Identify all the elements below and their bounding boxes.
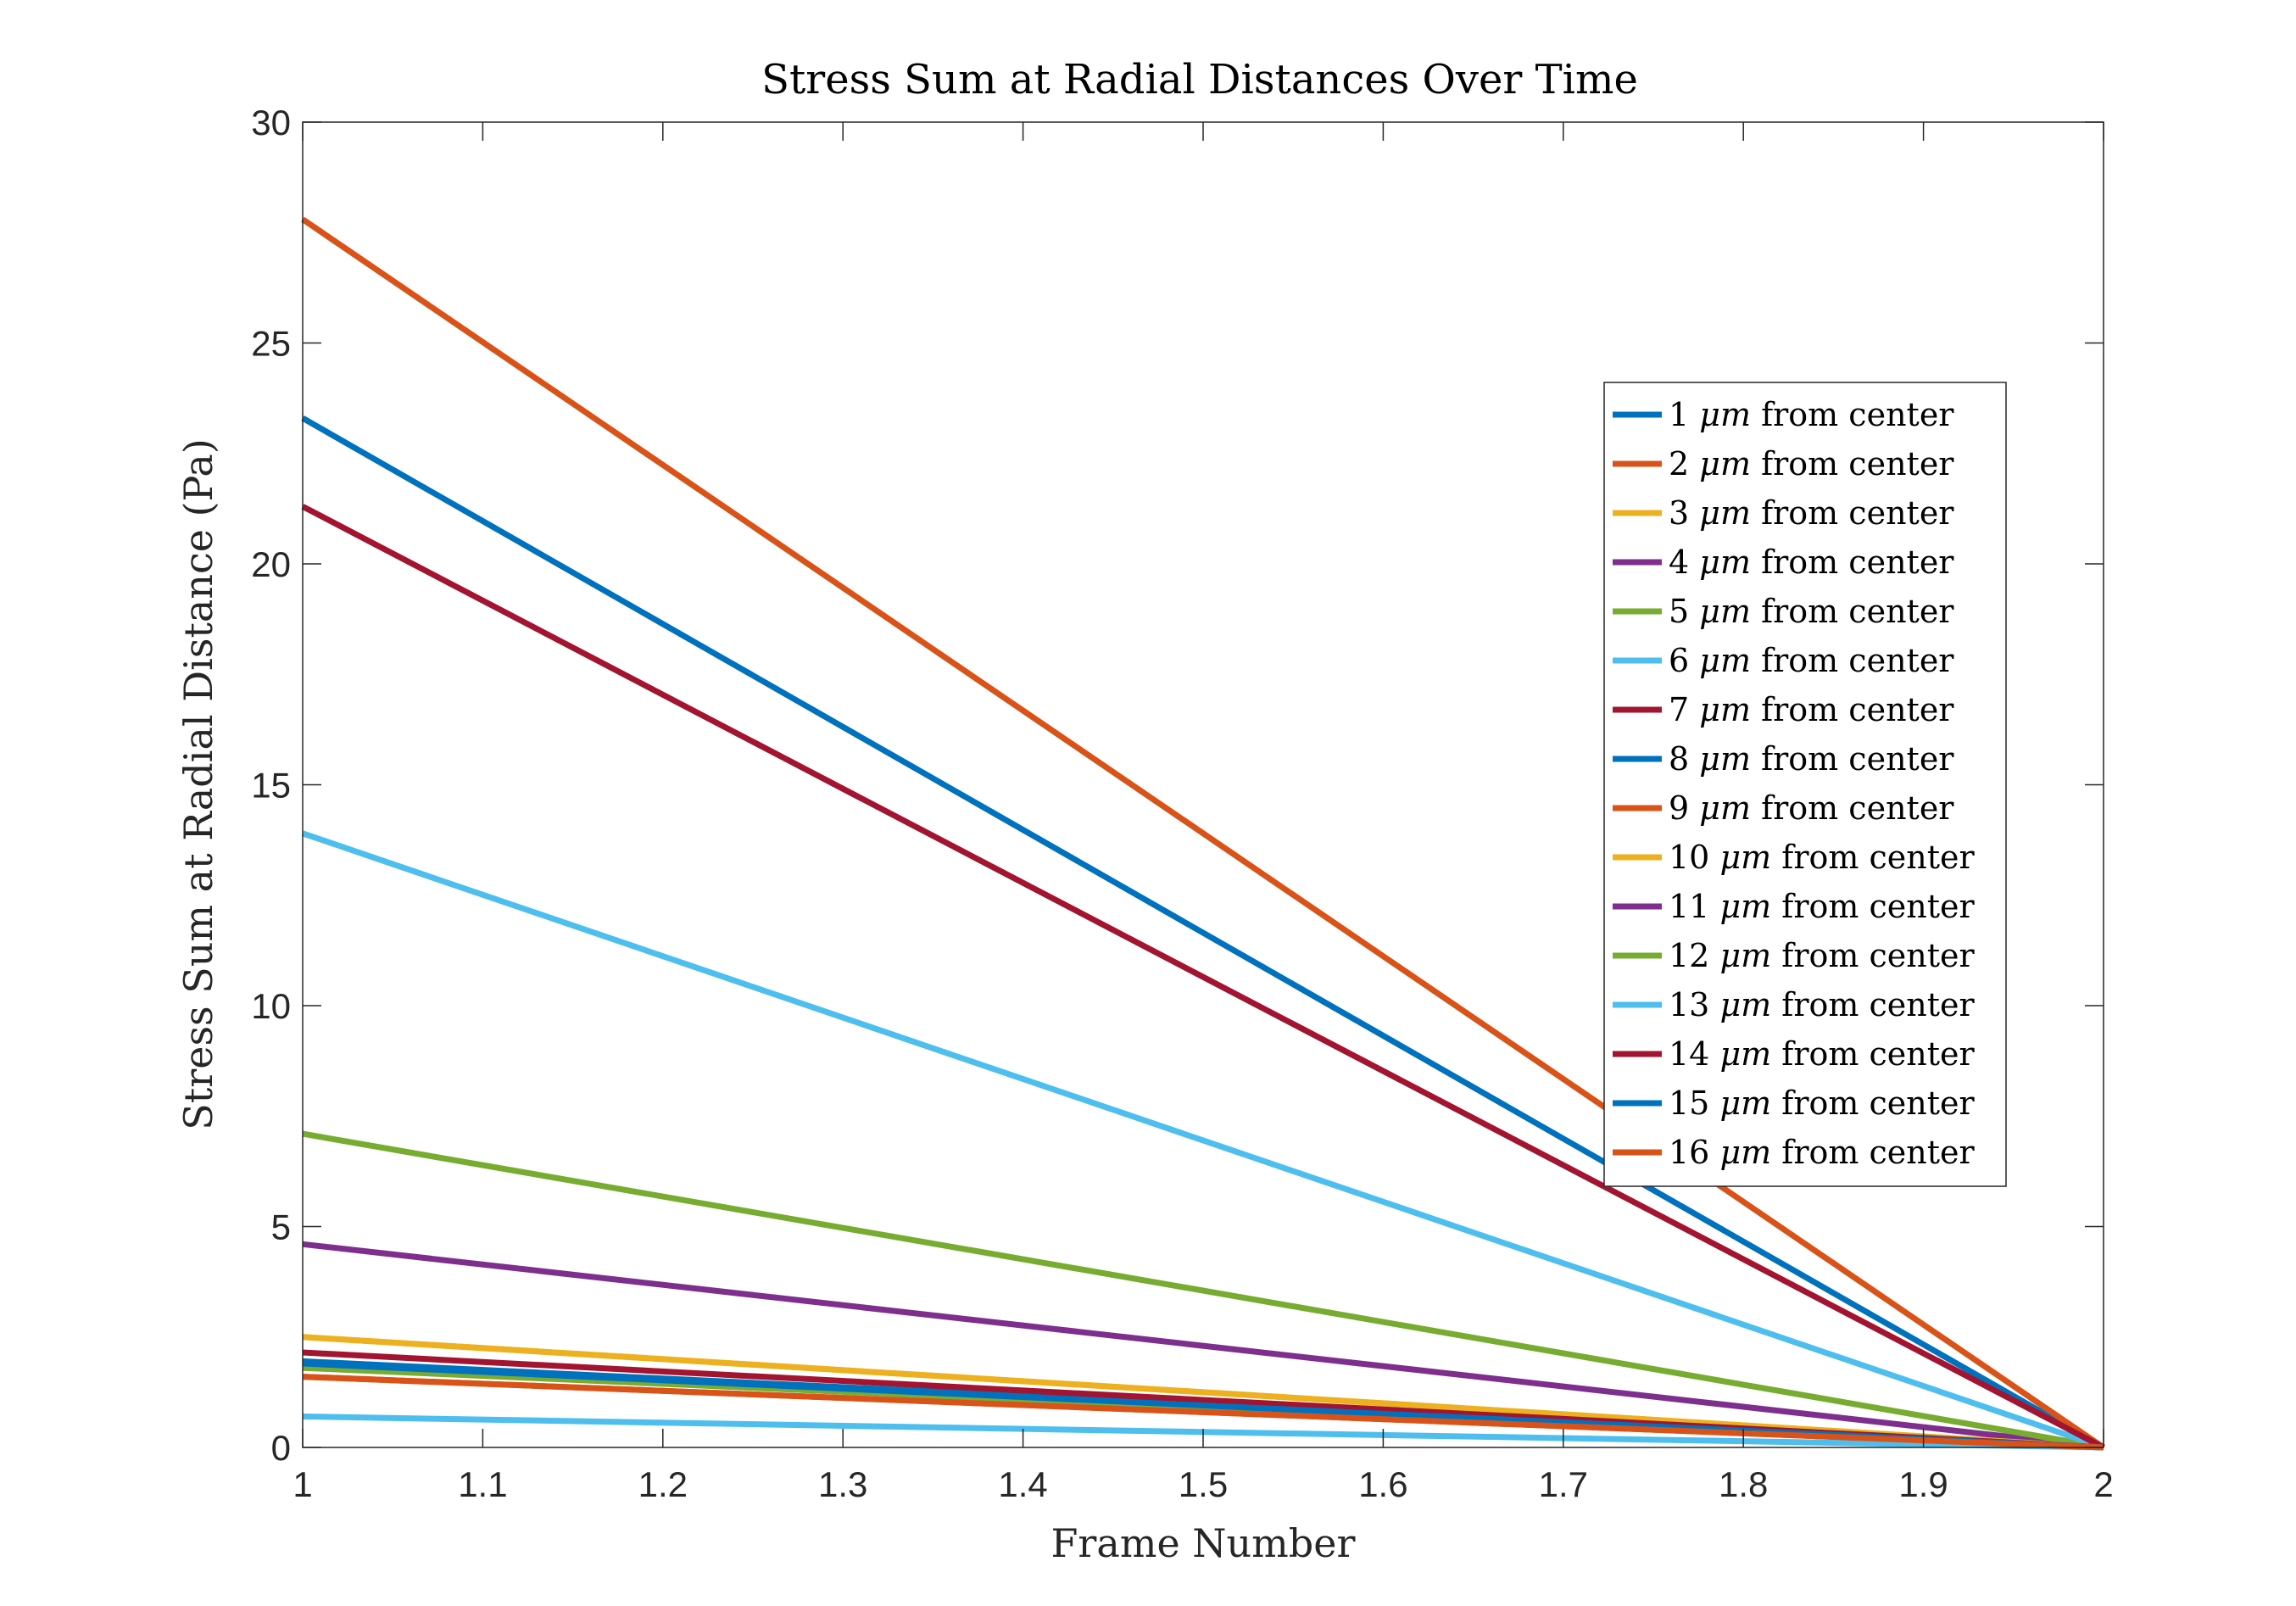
chart-title: Stress Sum at Radial Distances Over Time: [761, 56, 1638, 103]
x-tick-label: 1.8: [1719, 1464, 1768, 1504]
legend-entry-5: 5 μm from center: [1669, 593, 1954, 630]
series-line-7: [301, 504, 2105, 1451]
y-tick-label: 10: [251, 986, 291, 1026]
legend-entry-6: 6 μm from center: [1669, 642, 1954, 679]
x-tick-label: 1.9: [1898, 1464, 1948, 1504]
x-tick-label: 1.3: [818, 1464, 867, 1504]
x-tick-label: 1.6: [1358, 1464, 1407, 1504]
series-line-16: [302, 1374, 2104, 1451]
x-tick-label: 1.5: [1179, 1464, 1228, 1504]
x-axis-label: Frame Number: [1051, 1520, 1356, 1566]
legend-entry-16: 16 μm from center: [1669, 1134, 1975, 1171]
legend-entry-8: 8 μm from center: [1669, 740, 1954, 778]
legend-entry-10: 10 μm from center: [1669, 839, 1975, 876]
legend-entry-3: 3 μm from center: [1669, 494, 1954, 532]
legend-entry-14: 14 μm from center: [1669, 1035, 1975, 1073]
series-line-5: [302, 1130, 2104, 1451]
series-line-6: [301, 830, 2105, 1451]
y-tick-label: 30: [251, 103, 291, 142]
series-line-2: [301, 216, 2105, 1450]
legend-entry-15: 15 μm from center: [1669, 1085, 1975, 1122]
x-tick-label: 2: [2093, 1464, 2113, 1504]
y-tick-label: 20: [251, 544, 291, 584]
legend-entry-2: 2 μm from center: [1669, 445, 1954, 482]
legend-entry-13: 13 μm from center: [1669, 986, 1975, 1023]
x-tick-label: 1: [293, 1464, 312, 1504]
legend-entry-11: 11 μm from center: [1669, 888, 1975, 925]
legend-entry-4: 4 μm from center: [1669, 544, 1954, 581]
legend-box: [1603, 382, 2007, 1187]
series-line-4: [302, 1241, 2104, 1451]
y-tick-label: 5: [271, 1207, 291, 1247]
x-tick-label: 1.1: [458, 1464, 507, 1504]
series-line-1: [301, 415, 2105, 1451]
y-tick-label: 25: [251, 324, 291, 364]
legend-entry-1: 1 μm from center: [1669, 396, 1954, 433]
y-axis-label: Stress Sum at Radial Distance (Pa): [176, 438, 221, 1130]
x-tick-label: 1.7: [1539, 1464, 1588, 1504]
legend: 1 μm from center 2 μm from center 3 μm fro…: [1603, 382, 2007, 1187]
y-tick-label: 15: [251, 766, 291, 806]
ticks-layer: 1 1.1 1.2 1.3 1.4 1.5 1.6 1.7 1.8 1.9 205101520253…: [251, 103, 2113, 1504]
legend-entry-12: 12 μm from center: [1669, 937, 1975, 974]
legend-entry-7: 7 μm from center: [1669, 691, 1954, 728]
y-tick-label: 0: [271, 1428, 291, 1468]
series-layer: [301, 216, 2105, 1451]
x-tick-label: 1.2: [638, 1464, 688, 1504]
x-tick-label: 1.4: [998, 1464, 1047, 1504]
legend-entry-9: 9 μm from center: [1669, 789, 1954, 827]
